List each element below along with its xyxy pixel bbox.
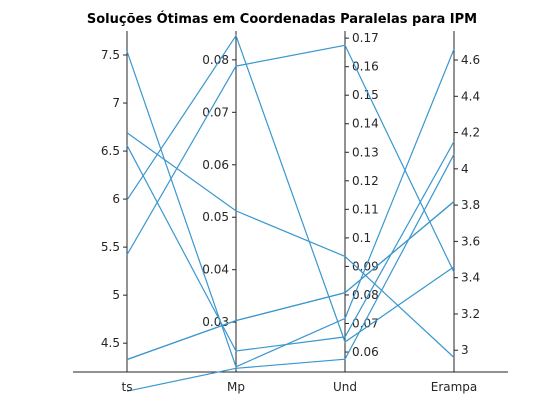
- axis-label-erampa: Erampa: [431, 380, 478, 394]
- tick-label: 6.5: [101, 144, 120, 158]
- tick-label: 3.8: [461, 198, 480, 212]
- axis-label-mp: Mp: [227, 380, 245, 394]
- solution-line-4: [126, 34, 455, 343]
- tick-label: 0.07: [202, 105, 229, 119]
- tick-label: 0.06: [202, 158, 229, 172]
- tick-label: 0.12: [352, 174, 379, 188]
- solution-line-1: [126, 48, 455, 368]
- tick-label: 7.5: [101, 48, 120, 62]
- axis-label-und: Und: [333, 380, 357, 394]
- tick-label: 0.08: [352, 288, 379, 302]
- tick-label: 4: [461, 162, 469, 176]
- tick-label: 4.2: [461, 126, 480, 140]
- axis-category-labels: ts Mp Und Erampa: [122, 380, 478, 394]
- tick-label: 0.1: [352, 231, 371, 245]
- tick-label: 5: [112, 288, 120, 302]
- tick-label: 0.08: [202, 53, 229, 67]
- tick-label: 3.2: [461, 307, 480, 321]
- tick-label: 5.5: [101, 240, 120, 254]
- solution-line-8: [126, 154, 455, 392]
- tick-label: 0.14: [352, 117, 379, 131]
- tick-label: 3: [461, 343, 469, 357]
- tick-label: 0.06: [352, 345, 379, 359]
- solution-line-2: [126, 132, 455, 358]
- tick-label: 0.17: [352, 31, 379, 45]
- tick-label: 0.13: [352, 145, 379, 159]
- tick-label: 0.03: [202, 315, 229, 329]
- axes-layer: 4.5 5 5.5 6 6.5 7 7.5 0.03 0.04 0.05 0.06 0.07 0.08 0…: [101, 31, 480, 372]
- tick-label: 0.05: [202, 210, 229, 224]
- tick-label: 0.11: [352, 202, 379, 216]
- tick-label: 4.4: [461, 89, 480, 103]
- tick-label: 4.5: [101, 336, 120, 350]
- solution-line-5: [126, 44, 455, 273]
- chart-title: Soluções Ótimas em Coordenadas Paralelas…: [87, 11, 477, 27]
- tick-label: 4.6: [461, 53, 480, 67]
- tick-label: 0.07: [352, 316, 379, 330]
- axis-label-ts: ts: [122, 380, 133, 394]
- tick-label: 0.04: [202, 263, 229, 277]
- solution-line-7: [126, 201, 455, 361]
- solution-line-3: [126, 141, 455, 352]
- tick-label: 7: [112, 96, 120, 110]
- tick-label: 0.16: [352, 60, 379, 74]
- series-lines-layer: [126, 34, 455, 392]
- tick-label: 3.6: [461, 234, 480, 248]
- tick-label: 6: [112, 192, 120, 206]
- solution-line-6: [126, 201, 455, 361]
- tick-label: 3.4: [461, 271, 480, 285]
- tick-label: 0.15: [352, 88, 379, 102]
